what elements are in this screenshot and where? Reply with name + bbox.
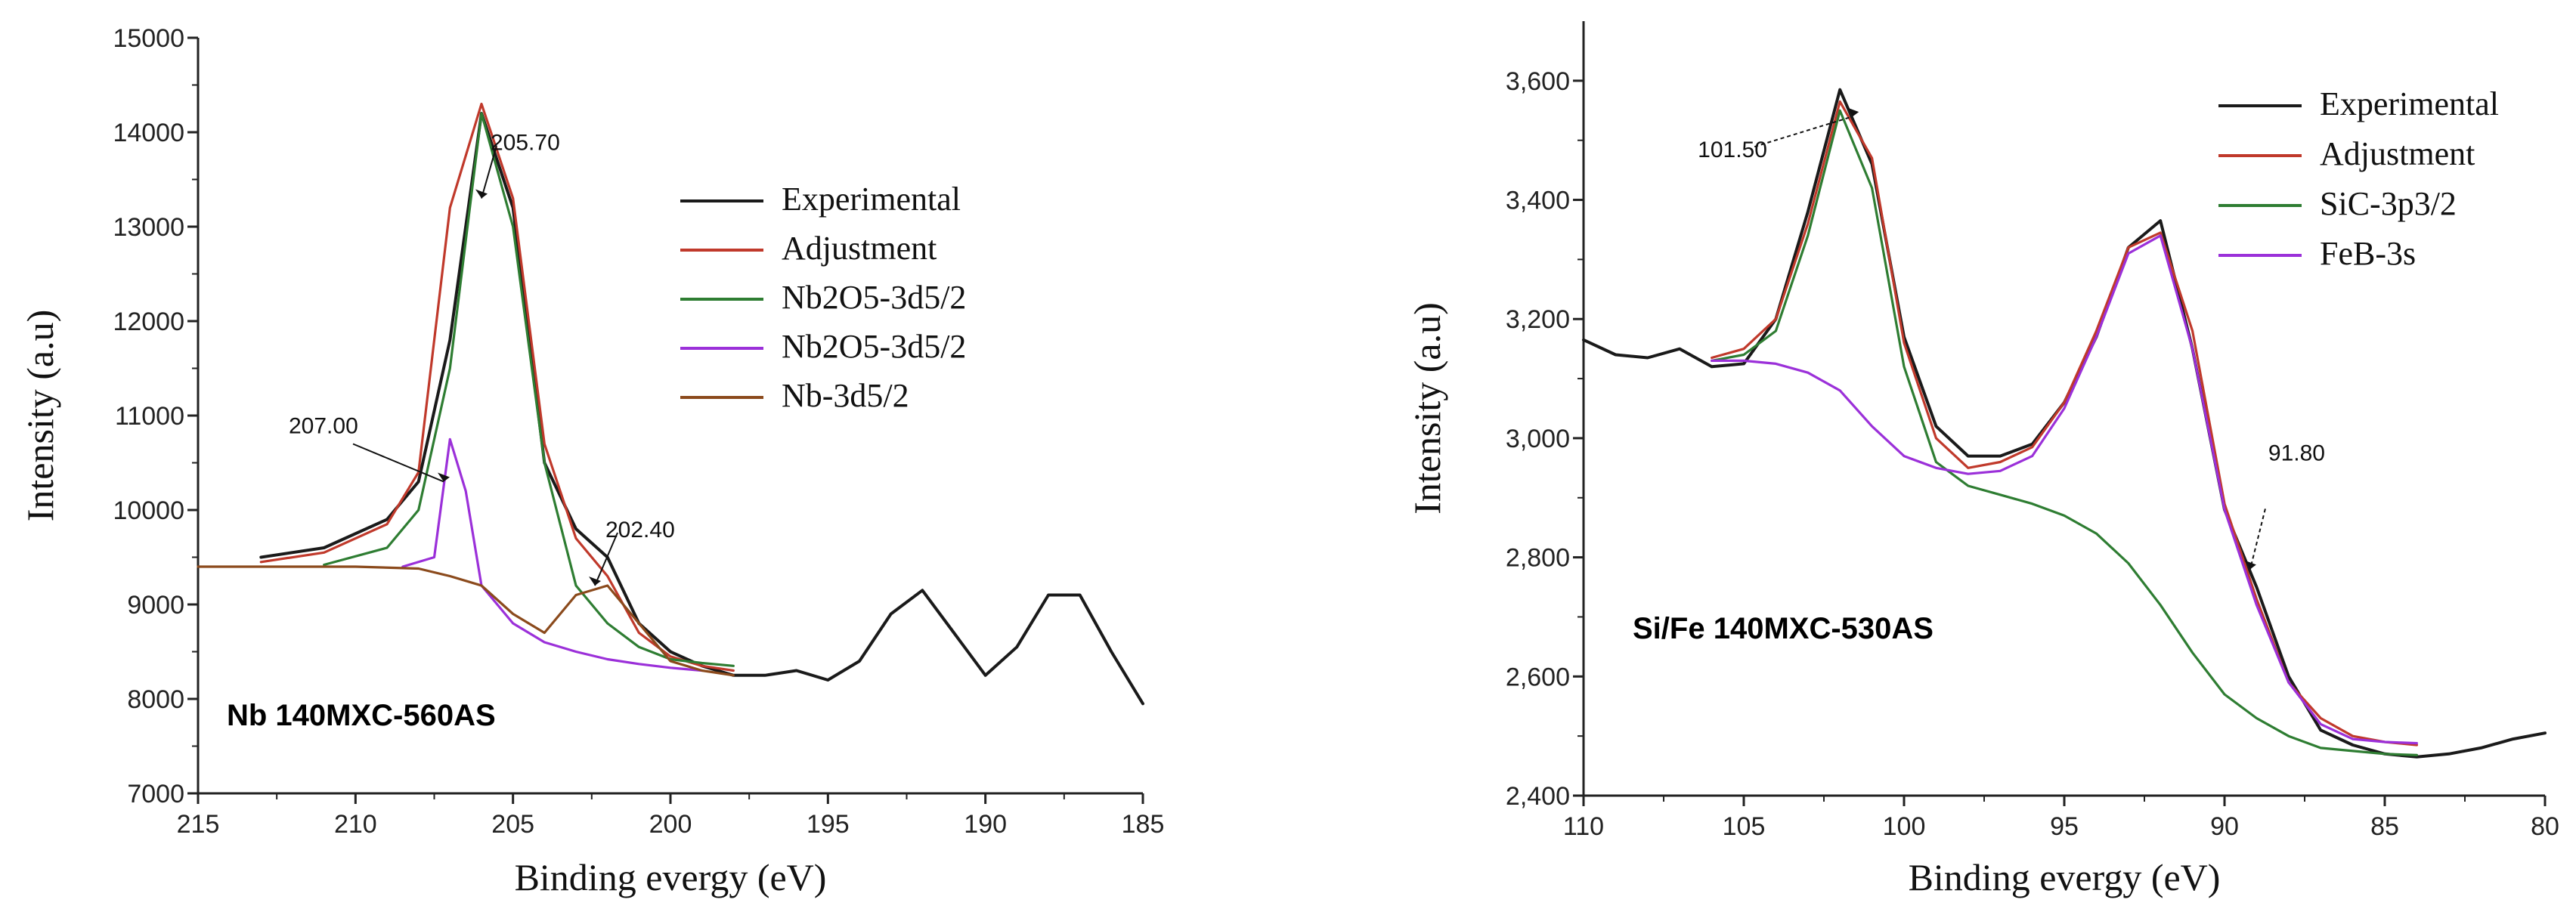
- series-line-5: [197, 565, 735, 677]
- legend-label: Experimental: [2320, 85, 2499, 122]
- x-tick-label: 95: [2050, 812, 2079, 841]
- annotation-leader: [481, 145, 497, 199]
- annotation-label: 101.50: [1698, 138, 1767, 162]
- annotation-label: 91.80: [2268, 440, 2325, 465]
- x-tick-label: 190: [964, 810, 1007, 839]
- legend-label: Nb2O5-3d5/2: [782, 328, 966, 365]
- y-tick-label: 9000: [127, 591, 184, 620]
- x-tick-label: 90: [2210, 812, 2239, 841]
- x-tick-label: 215: [177, 810, 220, 839]
- y-tick-label: 8000: [127, 685, 184, 714]
- x-tick-label: 80: [2531, 812, 2559, 841]
- y-tick-label: 10000: [113, 496, 184, 525]
- y-tick-label: 11000: [115, 402, 184, 431]
- x-axis-title: Binding evergy (eV): [515, 856, 827, 898]
- y-tick-label: 2,600: [1506, 663, 1570, 691]
- series-line-2: [259, 102, 735, 672]
- series-line-3: [323, 112, 735, 667]
- x-tick-label: 200: [649, 810, 692, 839]
- x-axis-title: Binding evergy (eV): [1909, 856, 2221, 898]
- x-tick-label: 85: [2370, 812, 2399, 841]
- annotation-leader: [594, 532, 618, 586]
- y-tick-label: 3,400: [1506, 187, 1570, 215]
- x-tick-label: 195: [807, 810, 850, 839]
- x-tick-label: 205: [491, 810, 534, 839]
- y-tick-label: 15000: [113, 24, 184, 53]
- y-tick-label: 3,000: [1506, 425, 1570, 453]
- annotation-arrowhead: [1847, 107, 1859, 117]
- series-line-3: [1711, 109, 2418, 756]
- series-line-4: [401, 437, 704, 672]
- legend-label: Nb2O5-3d5/2: [782, 279, 966, 316]
- y-axis-title: Intensity (a.u): [19, 310, 61, 521]
- x-tick-label: 105: [1723, 812, 1766, 841]
- y-tick-label: 3,600: [1506, 67, 1570, 96]
- y-tick-label: 3,200: [1506, 305, 1570, 334]
- annotation-arrowhead: [475, 189, 488, 199]
- x-tick-label: 185: [1122, 810, 1165, 839]
- legend-label: FeB-3s: [2320, 235, 2416, 272]
- y-tick-label: 12000: [113, 308, 184, 336]
- panel-label: Nb 140MXC-560AS: [227, 699, 496, 732]
- x-tick-label: 110: [1563, 812, 1604, 841]
- annotation-label: 202.40: [605, 518, 675, 543]
- legend-label: Experimental: [782, 181, 961, 218]
- annotation-leader: [2249, 509, 2266, 570]
- legend-label: Adjustment: [2320, 135, 2475, 172]
- annotation-arrowhead: [589, 577, 601, 586]
- y-tick-label: 7000: [127, 780, 184, 808]
- legend-label: Nb-3d5/2: [782, 377, 909, 414]
- x-tick-label: 210: [334, 810, 377, 839]
- legend-label: Adjustment: [782, 230, 937, 267]
- annotation-label: 205.70: [491, 131, 560, 156]
- y-axis-title: Intensity (a.u): [1406, 302, 1448, 514]
- chart-panel-2: 2,400 2,600 2,800 3,000 3,200 3,400 3,600 110 10…: [1406, 21, 2559, 898]
- annotation-arrowhead: [2243, 560, 2256, 570]
- chart-panel-1: 7000 8000 9000 10000 11000 12000 13000 14000 150…: [19, 24, 1164, 898]
- y-tick-label: 13000: [113, 213, 184, 242]
- annotation-leader: [352, 443, 444, 483]
- y-tick-label: 2,800: [1506, 544, 1570, 573]
- legend-label: SiC-3p3/2: [2320, 185, 2457, 222]
- annotation-leader: [1754, 116, 1853, 148]
- y-tick-label: 14000: [113, 119, 184, 147]
- series-line-4: [1711, 234, 2418, 745]
- x-tick-label: 100: [1883, 812, 1926, 841]
- annotation-label: 207.00: [289, 414, 358, 439]
- panel-label: Si/Fe 140MXC-530AS: [1633, 612, 1934, 645]
- series-line-2: [1711, 100, 2418, 747]
- annotation-arrowhead: [438, 472, 450, 482]
- y-tick-label: 2,400: [1506, 782, 1570, 811]
